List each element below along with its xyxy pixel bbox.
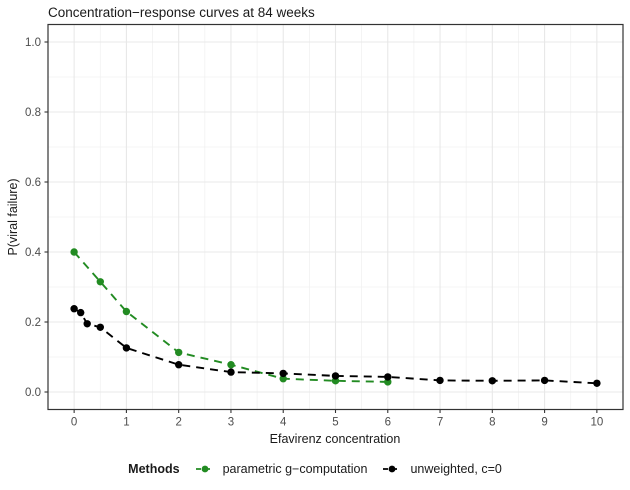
legend-key-dot [201,465,208,473]
y-tick-label: 0.4 [25,247,42,259]
series-layer [70,248,601,387]
data-point [331,372,340,380]
legend-key-dot [389,465,396,473]
x-tick-label: 9 [541,417,547,429]
legend-item-label: unweighted, c=0 [410,462,502,476]
y-tick-label: 0.2 [25,317,41,329]
chart-canvas: 0 1 2 3 4 5 6 7 8 9 10 0.0 0.2 0.4 0.6 0.8 1.0 Concentra… [6,5,624,446]
legend-item: unweighted, c=0 [381,462,502,476]
x-tick-label: 4 [280,417,287,429]
legend-key-icon [195,465,214,473]
y-tick-label: 1.0 [25,37,41,49]
data-point [175,348,183,357]
x-tick-label: 6 [385,417,391,429]
y-tick-label: 0.0 [25,387,41,399]
y-axis-title: P(viral failure) [6,178,20,255]
data-point [83,320,91,328]
data-point [96,323,105,331]
x-tick-label: 10 [590,417,603,429]
data-point [77,308,85,317]
y-tick-label: 0.6 [25,177,41,189]
x-tick-label: 7 [437,417,443,429]
data-point [279,375,287,383]
major-gridlines [48,24,623,410]
chart-title: Concentration−response curves at 84 week… [48,5,315,20]
x-tick-label: 8 [489,417,495,429]
x-tick-label: 3 [228,417,234,429]
axis-ticks [44,41,598,413]
x-tick-label: 2 [175,417,181,429]
data-point [175,361,183,369]
data-point [384,373,392,381]
series-line [73,251,388,383]
data-point [227,361,235,369]
data-point [593,379,601,387]
x-axis-title: Efavirenz concentration [270,432,401,446]
data-point [70,305,78,313]
tick-labels: 0 1 2 3 4 5 6 7 8 9 10 0.0 0.2 0.4 0.6 0.8 1.0 [25,37,603,429]
data-point [540,376,549,385]
legend-item: parametric g−computation [194,462,368,476]
series-line [73,307,597,385]
data-point [122,307,131,316]
y-tick-label: 0.8 [25,107,41,119]
legend-item-label: parametric g−computation [222,462,368,476]
data-point [122,344,131,352]
legend-title: Methods [128,462,180,476]
legend: Methods parametric g−computation unweight… [0,451,630,487]
data-point [70,248,78,256]
legend-key-icon [383,465,402,473]
x-tick-label: 5 [332,417,338,429]
data-point [279,369,287,378]
data-point [436,376,444,385]
data-point [96,278,105,286]
x-tick-label: 0 [71,417,77,429]
data-point [227,368,235,376]
x-tick-label: 1 [123,417,129,429]
data-point [488,377,496,385]
